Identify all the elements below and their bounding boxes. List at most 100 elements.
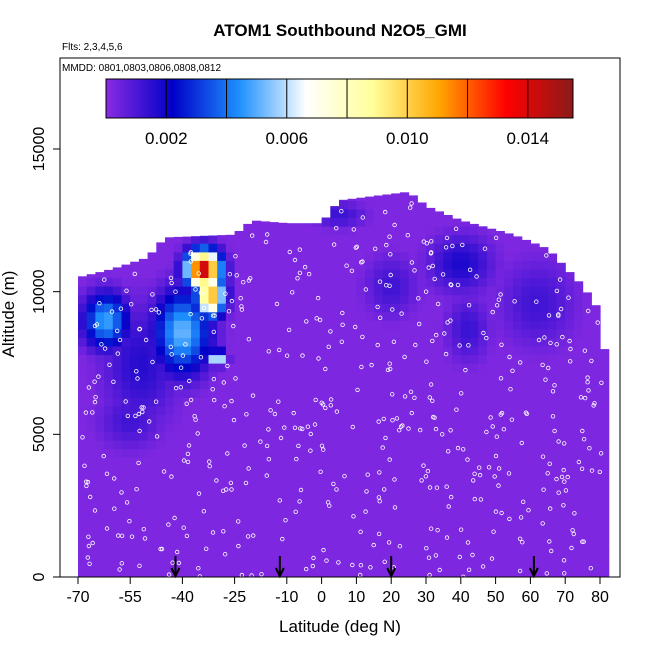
observation-point — [243, 480, 249, 486]
heatmap-cell — [138, 422, 149, 433]
observation-point — [484, 335, 489, 341]
heatmap-cell — [312, 268, 323, 278]
heatmap-cell — [252, 397, 262, 407]
heatmap-cell — [417, 542, 427, 552]
heatmap-cell — [469, 260, 479, 270]
heatmap-cell — [391, 303, 401, 313]
heatmap-cell — [486, 448, 497, 458]
heatmap-cell — [234, 500, 244, 510]
observation-point — [283, 518, 288, 523]
heatmap-cell — [365, 303, 375, 313]
heatmap-cell — [478, 414, 488, 424]
heatmap-cell — [582, 405, 592, 415]
heatmap-cell — [573, 363, 584, 373]
heatmap-cell — [539, 465, 549, 475]
heatmap-cell — [147, 414, 157, 424]
heatmap-cell — [173, 517, 183, 527]
heatmap-cell — [347, 200, 357, 210]
heatmap-cell — [382, 200, 392, 210]
heatmap-cell — [565, 431, 575, 441]
heatmap-cell — [547, 517, 558, 527]
heatmap-cell — [460, 268, 471, 278]
heatmap-cell — [104, 328, 114, 338]
heatmap-cell — [443, 568, 453, 577]
heatmap-cell — [565, 320, 575, 330]
heatmap-cell — [434, 491, 444, 501]
heatmap-cell — [138, 260, 149, 270]
heatmap-cell — [286, 380, 297, 390]
observation-point — [578, 395, 584, 400]
heatmap-cell — [252, 220, 262, 227]
heatmap-cell — [356, 457, 366, 467]
heatmap-cell — [225, 320, 236, 330]
observation-point — [526, 508, 531, 513]
heatmap-cell — [452, 508, 462, 518]
plot-area — [78, 192, 610, 577]
heatmap-cell — [191, 405, 201, 415]
heatmap-cell — [591, 405, 601, 415]
heatmap-cell — [504, 294, 514, 304]
heatmap-cell — [208, 491, 218, 501]
heatmap-cell — [208, 243, 218, 253]
heatmap-cell — [86, 274, 96, 278]
heatmap-cell — [86, 320, 96, 330]
heatmap-cell — [565, 414, 575, 424]
observation-point — [465, 457, 470, 462]
heatmap-cell — [252, 388, 262, 398]
heatmap-cell — [312, 414, 323, 424]
heatmap-cell — [252, 414, 262, 424]
heatmap-cell — [469, 517, 479, 527]
heatmap-cell — [278, 311, 288, 321]
heatmap-cell — [234, 277, 244, 287]
heatmap-cell — [330, 206, 340, 210]
heatmap-cell — [86, 354, 96, 364]
heatmap-cell — [347, 500, 357, 510]
heatmap-cell — [486, 551, 497, 561]
heatmap-cell — [486, 482, 497, 492]
heatmap-cell — [225, 337, 236, 347]
observation-point — [351, 227, 356, 232]
heatmap-cell — [182, 268, 192, 278]
heatmap-cell — [130, 534, 140, 544]
heatmap-cell — [417, 286, 427, 296]
heatmap-cell — [504, 474, 514, 484]
heatmap-cell — [95, 388, 105, 398]
heatmap-cell — [495, 542, 505, 552]
heatmap-cell — [556, 397, 566, 407]
heatmap-cell — [86, 311, 96, 321]
heatmap-cell — [591, 440, 601, 450]
heatmap-cell — [356, 405, 366, 415]
heatmap-cell — [86, 371, 96, 381]
heatmap-cell — [356, 491, 366, 501]
observation-point — [342, 474, 347, 479]
heatmap-cell — [130, 261, 140, 270]
heatmap-cell — [225, 448, 236, 458]
heatmap-cell — [434, 371, 444, 381]
observation-point — [556, 312, 561, 317]
heatmap-cell — [104, 294, 114, 304]
heatmap-cell — [356, 414, 366, 424]
heatmap-cell — [408, 260, 418, 270]
heatmap-cell — [408, 217, 418, 227]
heatmap-cell — [252, 405, 262, 415]
observation-point — [310, 563, 315, 569]
observation-point — [437, 567, 442, 573]
heatmap-cell — [138, 294, 149, 304]
heatmap-cell — [382, 491, 392, 501]
x-tick-label: 0 — [317, 589, 326, 606]
heatmap-cell — [530, 465, 540, 475]
heatmap-cell — [199, 380, 210, 390]
heatmap-cell — [304, 422, 314, 433]
heatmap-cell — [399, 482, 410, 492]
observation-point — [297, 247, 302, 252]
heatmap-cell — [573, 517, 584, 527]
heatmap-cell — [234, 534, 244, 544]
heatmap-cell — [321, 260, 331, 270]
observation-point — [360, 334, 365, 340]
heatmap-cell — [365, 268, 375, 278]
heatmap-cell — [182, 431, 192, 441]
heatmap-cell — [217, 559, 227, 570]
heatmap-cell — [486, 328, 497, 338]
heatmap-cell — [408, 448, 418, 458]
heatmap-cell — [252, 559, 262, 570]
